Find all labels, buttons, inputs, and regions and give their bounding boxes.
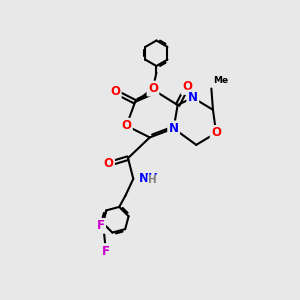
Text: N: N bbox=[169, 122, 179, 135]
Text: O: O bbox=[148, 82, 158, 95]
Text: Me: Me bbox=[213, 76, 228, 85]
Text: O: O bbox=[110, 85, 120, 98]
Text: H: H bbox=[148, 175, 157, 185]
Text: F: F bbox=[102, 244, 110, 258]
Text: O: O bbox=[103, 158, 114, 170]
Text: NH: NH bbox=[139, 172, 159, 185]
Text: O: O bbox=[211, 126, 221, 140]
Text: O: O bbox=[182, 80, 192, 94]
Text: N: N bbox=[188, 91, 198, 104]
Text: F: F bbox=[97, 219, 105, 232]
Text: O: O bbox=[122, 119, 131, 132]
